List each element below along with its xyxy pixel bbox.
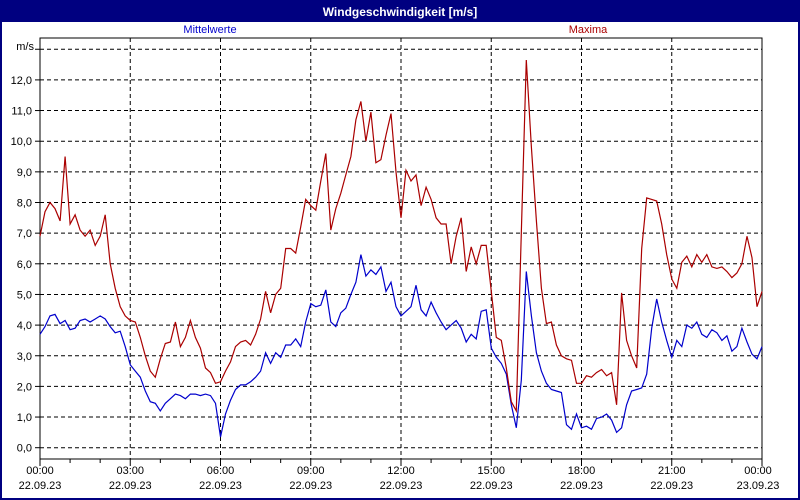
- y-axis-label: 12,0: [11, 75, 32, 87]
- y-axis-label: 8,0: [17, 198, 32, 210]
- x-axis-date-label: 22.09.23: [470, 480, 513, 492]
- x-axis-time-label: 00:00: [26, 465, 54, 477]
- y-axis-label: 5,0: [17, 289, 32, 301]
- series-mittelwerte-line: [39, 254, 763, 438]
- x-axis-date-label: 22.09.23: [380, 480, 423, 492]
- title-bar: Windgeschwindigkeit [m/s]: [2, 2, 798, 22]
- y-axis-label: 4,0: [17, 320, 32, 332]
- x-axis-date-label: 22.09.23: [560, 480, 603, 492]
- y-axis-label: 3,0: [17, 351, 32, 363]
- y-axis-label: 10,0: [11, 136, 32, 148]
- x-axis-date-label: 22.09.23: [650, 480, 693, 492]
- series-maxima-line: [39, 59, 763, 414]
- x-axis-time-label: 09:00: [297, 465, 325, 477]
- x-axis-time-label: 21:00: [658, 465, 686, 477]
- y-axis-label: 7,0: [17, 228, 32, 240]
- legend-maxima: Maxima: [568, 24, 608, 36]
- x-axis-time-label: 00:00: [744, 465, 772, 477]
- y-axis-label: 6,0: [17, 259, 32, 271]
- y-axis-label: 1,0: [17, 412, 32, 424]
- x-axis-time-label: 12:00: [387, 465, 415, 477]
- x-axis-date-label: 23.09.23: [737, 480, 780, 492]
- x-axis-time-label: 15:00: [477, 465, 505, 477]
- y-axis-label: 9,0: [17, 167, 32, 179]
- y-axis-unit: m/s: [16, 41, 34, 53]
- x-axis-time-label: 03:00: [116, 465, 144, 477]
- y-axis-label: 11,0: [11, 106, 32, 118]
- x-axis-date-label: 22.09.23: [289, 480, 332, 492]
- x-axis-date-label: 22.09.23: [19, 480, 62, 492]
- y-axis-label: 2,0: [17, 381, 32, 393]
- y-axis-label: 0,0: [17, 443, 32, 455]
- x-axis-time-label: 06:00: [207, 465, 235, 477]
- chart-title: Windgeschwindigkeit [m/s]: [322, 5, 478, 19]
- x-axis-date-label: 22.09.23: [199, 480, 242, 492]
- x-axis-time-label: 18:00: [568, 465, 596, 477]
- x-axis-date-label: 22.09.23: [109, 480, 152, 492]
- legend-mittelwerte: Mittelwerte: [183, 24, 237, 36]
